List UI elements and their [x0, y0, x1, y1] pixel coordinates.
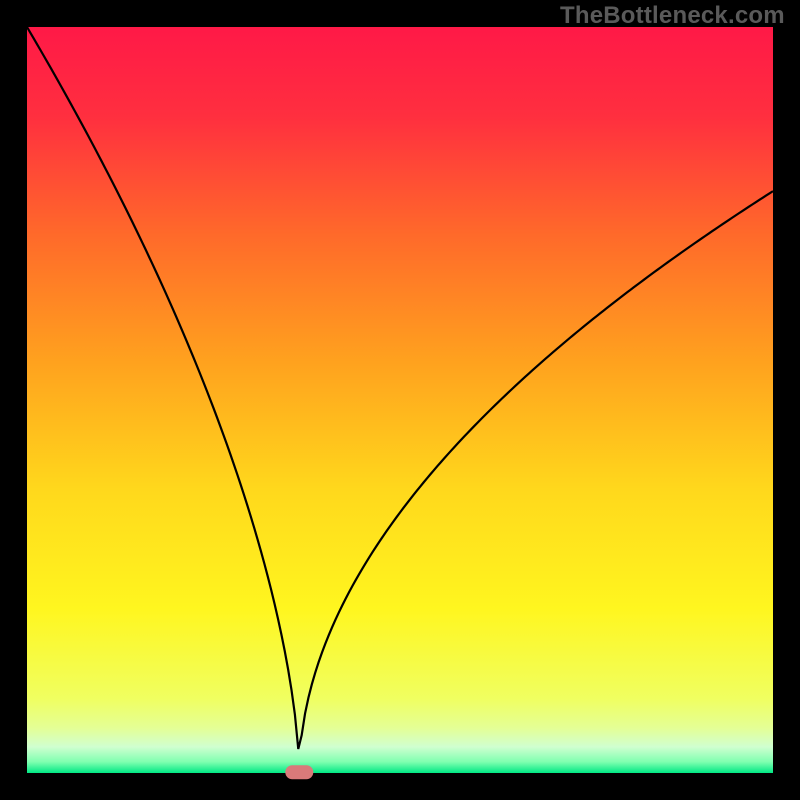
- chart-overlay-svg: [0, 0, 800, 800]
- optimum-marker: [285, 765, 313, 779]
- v-curve-line: [27, 27, 773, 749]
- chart-container: { "canvas": { "width": 800, "height": 80…: [0, 0, 800, 800]
- watermark-text: TheBottleneck.com: [560, 2, 785, 30]
